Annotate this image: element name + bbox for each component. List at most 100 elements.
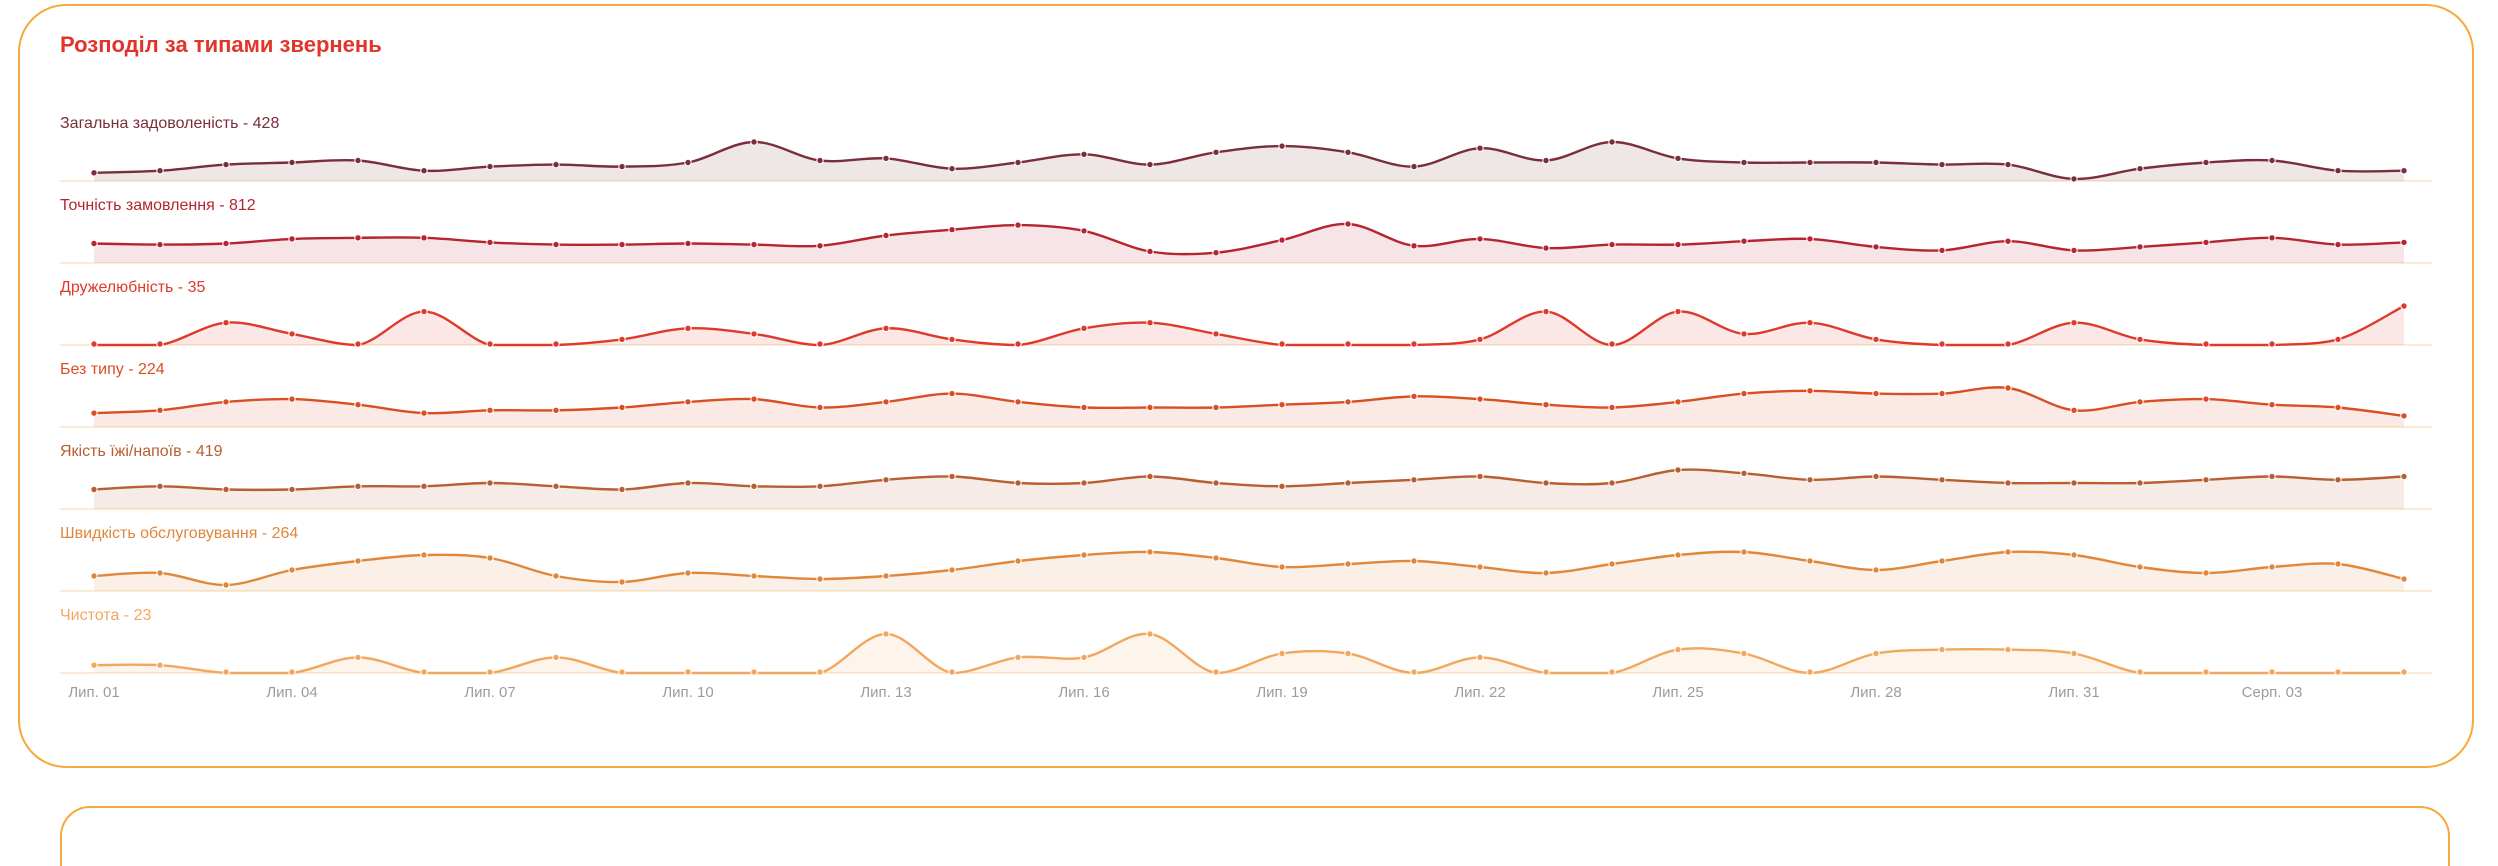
- data-point[interactable]: [222, 581, 230, 589]
- data-point[interactable]: [2070, 175, 2078, 183]
- data-point[interactable]: [684, 158, 692, 167]
- data-point[interactable]: [1410, 340, 1418, 348]
- data-point[interactable]: [2070, 246, 2078, 255]
- data-point[interactable]: [2268, 234, 2276, 242]
- data-point[interactable]: [948, 668, 956, 676]
- data-point[interactable]: [1872, 566, 1880, 574]
- data-point[interactable]: [750, 330, 758, 338]
- data-point[interactable]: [1212, 403, 1220, 412]
- data-point[interactable]: [2334, 335, 2342, 344]
- data-point[interactable]: [156, 482, 164, 490]
- data-point[interactable]: [1146, 160, 1154, 169]
- data-point[interactable]: [222, 398, 230, 406]
- data-point[interactable]: [288, 330, 296, 338]
- series-sparkline[interactable]: [60, 298, 2432, 348]
- data-point[interactable]: [552, 340, 560, 348]
- data-point[interactable]: [90, 239, 98, 248]
- data-point[interactable]: [1014, 221, 1022, 229]
- data-point[interactable]: [1674, 466, 1682, 474]
- data-point[interactable]: [684, 324, 692, 332]
- data-point[interactable]: [1608, 403, 1616, 412]
- data-point[interactable]: [1278, 340, 1286, 348]
- data-point[interactable]: [684, 398, 692, 406]
- data-point[interactable]: [2268, 668, 2276, 676]
- data-point[interactable]: [1212, 668, 1220, 676]
- data-point[interactable]: [90, 409, 98, 417]
- data-point[interactable]: [2136, 563, 2144, 571]
- data-point[interactable]: [882, 154, 890, 163]
- series-sparkline[interactable]: [60, 544, 2432, 594]
- data-point[interactable]: [1278, 142, 1286, 150]
- series-sparkline[interactable]: [60, 626, 2432, 676]
- data-point[interactable]: [1080, 479, 1088, 487]
- data-point[interactable]: [1674, 645, 1682, 654]
- series-sparkline[interactable]: [60, 134, 2432, 184]
- data-point[interactable]: [1146, 548, 1154, 556]
- data-point[interactable]: [1344, 340, 1352, 348]
- data-point[interactable]: [1014, 340, 1022, 348]
- data-point[interactable]: [882, 231, 890, 240]
- data-point[interactable]: [1806, 158, 1814, 167]
- data-point[interactable]: [1344, 220, 1352, 228]
- data-point[interactable]: [1476, 653, 1484, 662]
- data-point[interactable]: [1872, 158, 1880, 167]
- data-point[interactable]: [2070, 551, 2078, 559]
- data-point[interactable]: [2268, 156, 2276, 165]
- data-point[interactable]: [2400, 472, 2408, 481]
- data-point[interactable]: [1146, 630, 1154, 638]
- data-point[interactable]: [288, 668, 296, 676]
- data-point[interactable]: [684, 479, 692, 487]
- data-point[interactable]: [1278, 649, 1286, 658]
- data-point[interactable]: [90, 485, 98, 494]
- data-point[interactable]: [486, 406, 494, 414]
- data-point[interactable]: [1410, 476, 1418, 484]
- data-point[interactable]: [1674, 398, 1682, 406]
- data-point[interactable]: [90, 340, 98, 348]
- data-point[interactable]: [1146, 247, 1154, 256]
- data-point[interactable]: [2334, 668, 2342, 676]
- data-point[interactable]: [1014, 479, 1022, 487]
- data-point[interactable]: [1476, 335, 1484, 344]
- data-point[interactable]: [618, 162, 626, 171]
- data-point[interactable]: [1410, 392, 1418, 401]
- data-point[interactable]: [354, 482, 362, 490]
- data-point[interactable]: [1080, 551, 1088, 559]
- data-point[interactable]: [750, 395, 758, 403]
- data-point[interactable]: [816, 482, 824, 490]
- data-point[interactable]: [1806, 668, 1814, 676]
- data-point[interactable]: [420, 668, 428, 676]
- data-point[interactable]: [420, 551, 428, 559]
- data-point[interactable]: [2334, 403, 2342, 412]
- data-point[interactable]: [618, 578, 626, 586]
- data-point[interactable]: [1146, 472, 1154, 481]
- data-point[interactable]: [156, 240, 164, 249]
- data-point[interactable]: [222, 668, 230, 676]
- data-point[interactable]: [354, 557, 362, 565]
- data-point[interactable]: [1674, 307, 1682, 316]
- data-point[interactable]: [2400, 167, 2408, 175]
- data-point[interactable]: [816, 668, 824, 676]
- data-point[interactable]: [1080, 653, 1088, 662]
- data-point[interactable]: [1674, 240, 1682, 249]
- data-point[interactable]: [2136, 479, 2144, 487]
- data-point[interactable]: [1476, 563, 1484, 571]
- data-point[interactable]: [1212, 479, 1220, 487]
- data-point[interactable]: [618, 403, 626, 412]
- data-point[interactable]: [1872, 472, 1880, 481]
- data-point[interactable]: [1740, 548, 1748, 556]
- data-point[interactable]: [2136, 335, 2144, 344]
- data-point[interactable]: [2202, 668, 2210, 676]
- data-point[interactable]: [1608, 240, 1616, 249]
- data-point[interactable]: [288, 395, 296, 403]
- data-point[interactable]: [2136, 165, 2144, 173]
- data-point[interactable]: [1014, 158, 1022, 167]
- data-point[interactable]: [90, 661, 98, 669]
- data-point[interactable]: [1278, 236, 1286, 244]
- data-point[interactable]: [1608, 479, 1616, 487]
- data-point[interactable]: [486, 162, 494, 171]
- data-point[interactable]: [2202, 395, 2210, 403]
- data-point[interactable]: [2202, 340, 2210, 348]
- data-point[interactable]: [1872, 389, 1880, 398]
- data-point[interactable]: [2136, 398, 2144, 406]
- data-point[interactable]: [90, 169, 98, 177]
